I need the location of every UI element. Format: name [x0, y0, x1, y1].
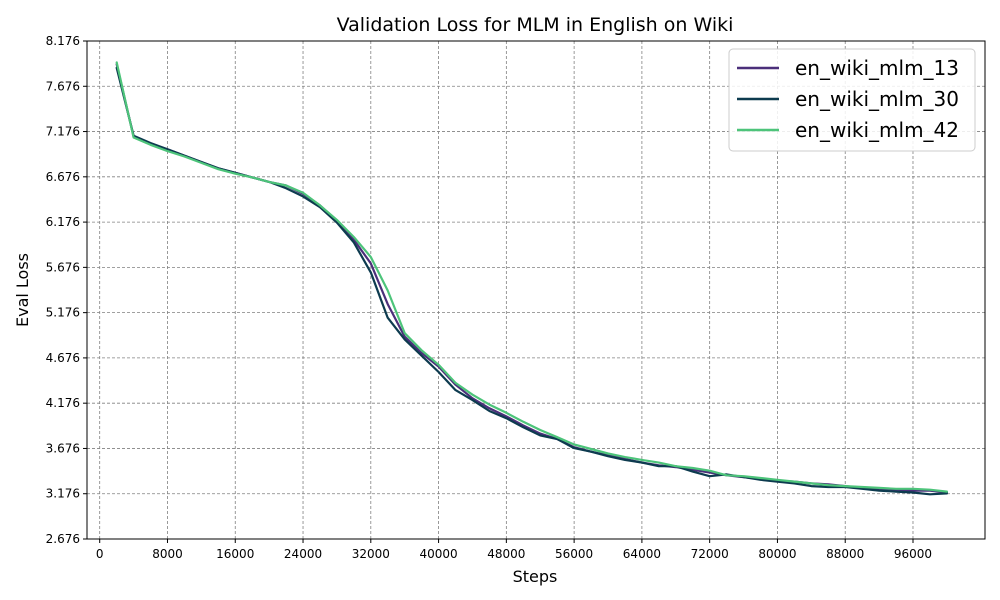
y-tick-label: 5.676 [46, 260, 80, 274]
x-tick-label: 0 [96, 547, 104, 561]
y-tick-label: 8.176 [46, 34, 80, 48]
series-line-en-wiki-mlm-42 [115, 61, 949, 493]
y-tick-label: 3.676 [46, 441, 80, 455]
x-tick-label: 24000 [284, 547, 322, 561]
grid-lines [87, 40, 985, 540]
y-tick-label: 6.176 [46, 215, 80, 229]
x-tick-label: 48000 [487, 547, 525, 561]
y-tick-label: 3.176 [46, 487, 80, 501]
y-tick-label: 2.676 [46, 532, 80, 546]
legend-entry-label: en_wiki_mlm_30 [795, 87, 959, 111]
y-tick-label: 5.176 [46, 306, 80, 320]
y-axis-label: Eval Loss [13, 253, 32, 327]
x-tick-label: 64000 [623, 547, 661, 561]
x-tick-label: 96000 [894, 547, 932, 561]
x-tick-label: 40000 [419, 547, 457, 561]
x-tick-label: 16000 [216, 547, 254, 561]
plot-frame [86, 40, 986, 540]
x-tick-label: 72000 [691, 547, 729, 561]
x-tick-label: 8000 [152, 547, 183, 561]
y-tick-label: 7.176 [46, 125, 80, 139]
legend-box [728, 48, 976, 152]
y-tick-label: 6.676 [46, 170, 80, 184]
x-axis-ticks: 0 8000 16000 24000 32000 40000 48000 56000 64000… [96, 539, 932, 561]
x-tick-label: 32000 [352, 547, 390, 561]
x-tick-label: 56000 [555, 547, 593, 561]
legend-entry-label: en_wiki_mlm_42 [795, 118, 959, 142]
x-axis-label: Steps [513, 567, 558, 586]
y-axis-ticks: 2.676 3.176 3.676 4.176 4.676 5.176 5.676 6.176… [46, 34, 87, 546]
series-lines [115, 61, 949, 496]
y-tick-label: 4.676 [46, 351, 80, 365]
chart-title: Validation Loss for MLM in English on Wi… [337, 14, 734, 36]
legend-entry-label: en_wiki_mlm_13 [795, 56, 959, 80]
x-tick-label: 80000 [758, 547, 796, 561]
x-tick-label: 88000 [826, 547, 864, 561]
y-tick-label: 4.176 [46, 396, 80, 410]
legend: en_wiki_mlm_13 en_wiki_mlm_30 en_wiki_mlm_… [728, 48, 976, 152]
y-tick-label: 7.676 [46, 79, 80, 93]
